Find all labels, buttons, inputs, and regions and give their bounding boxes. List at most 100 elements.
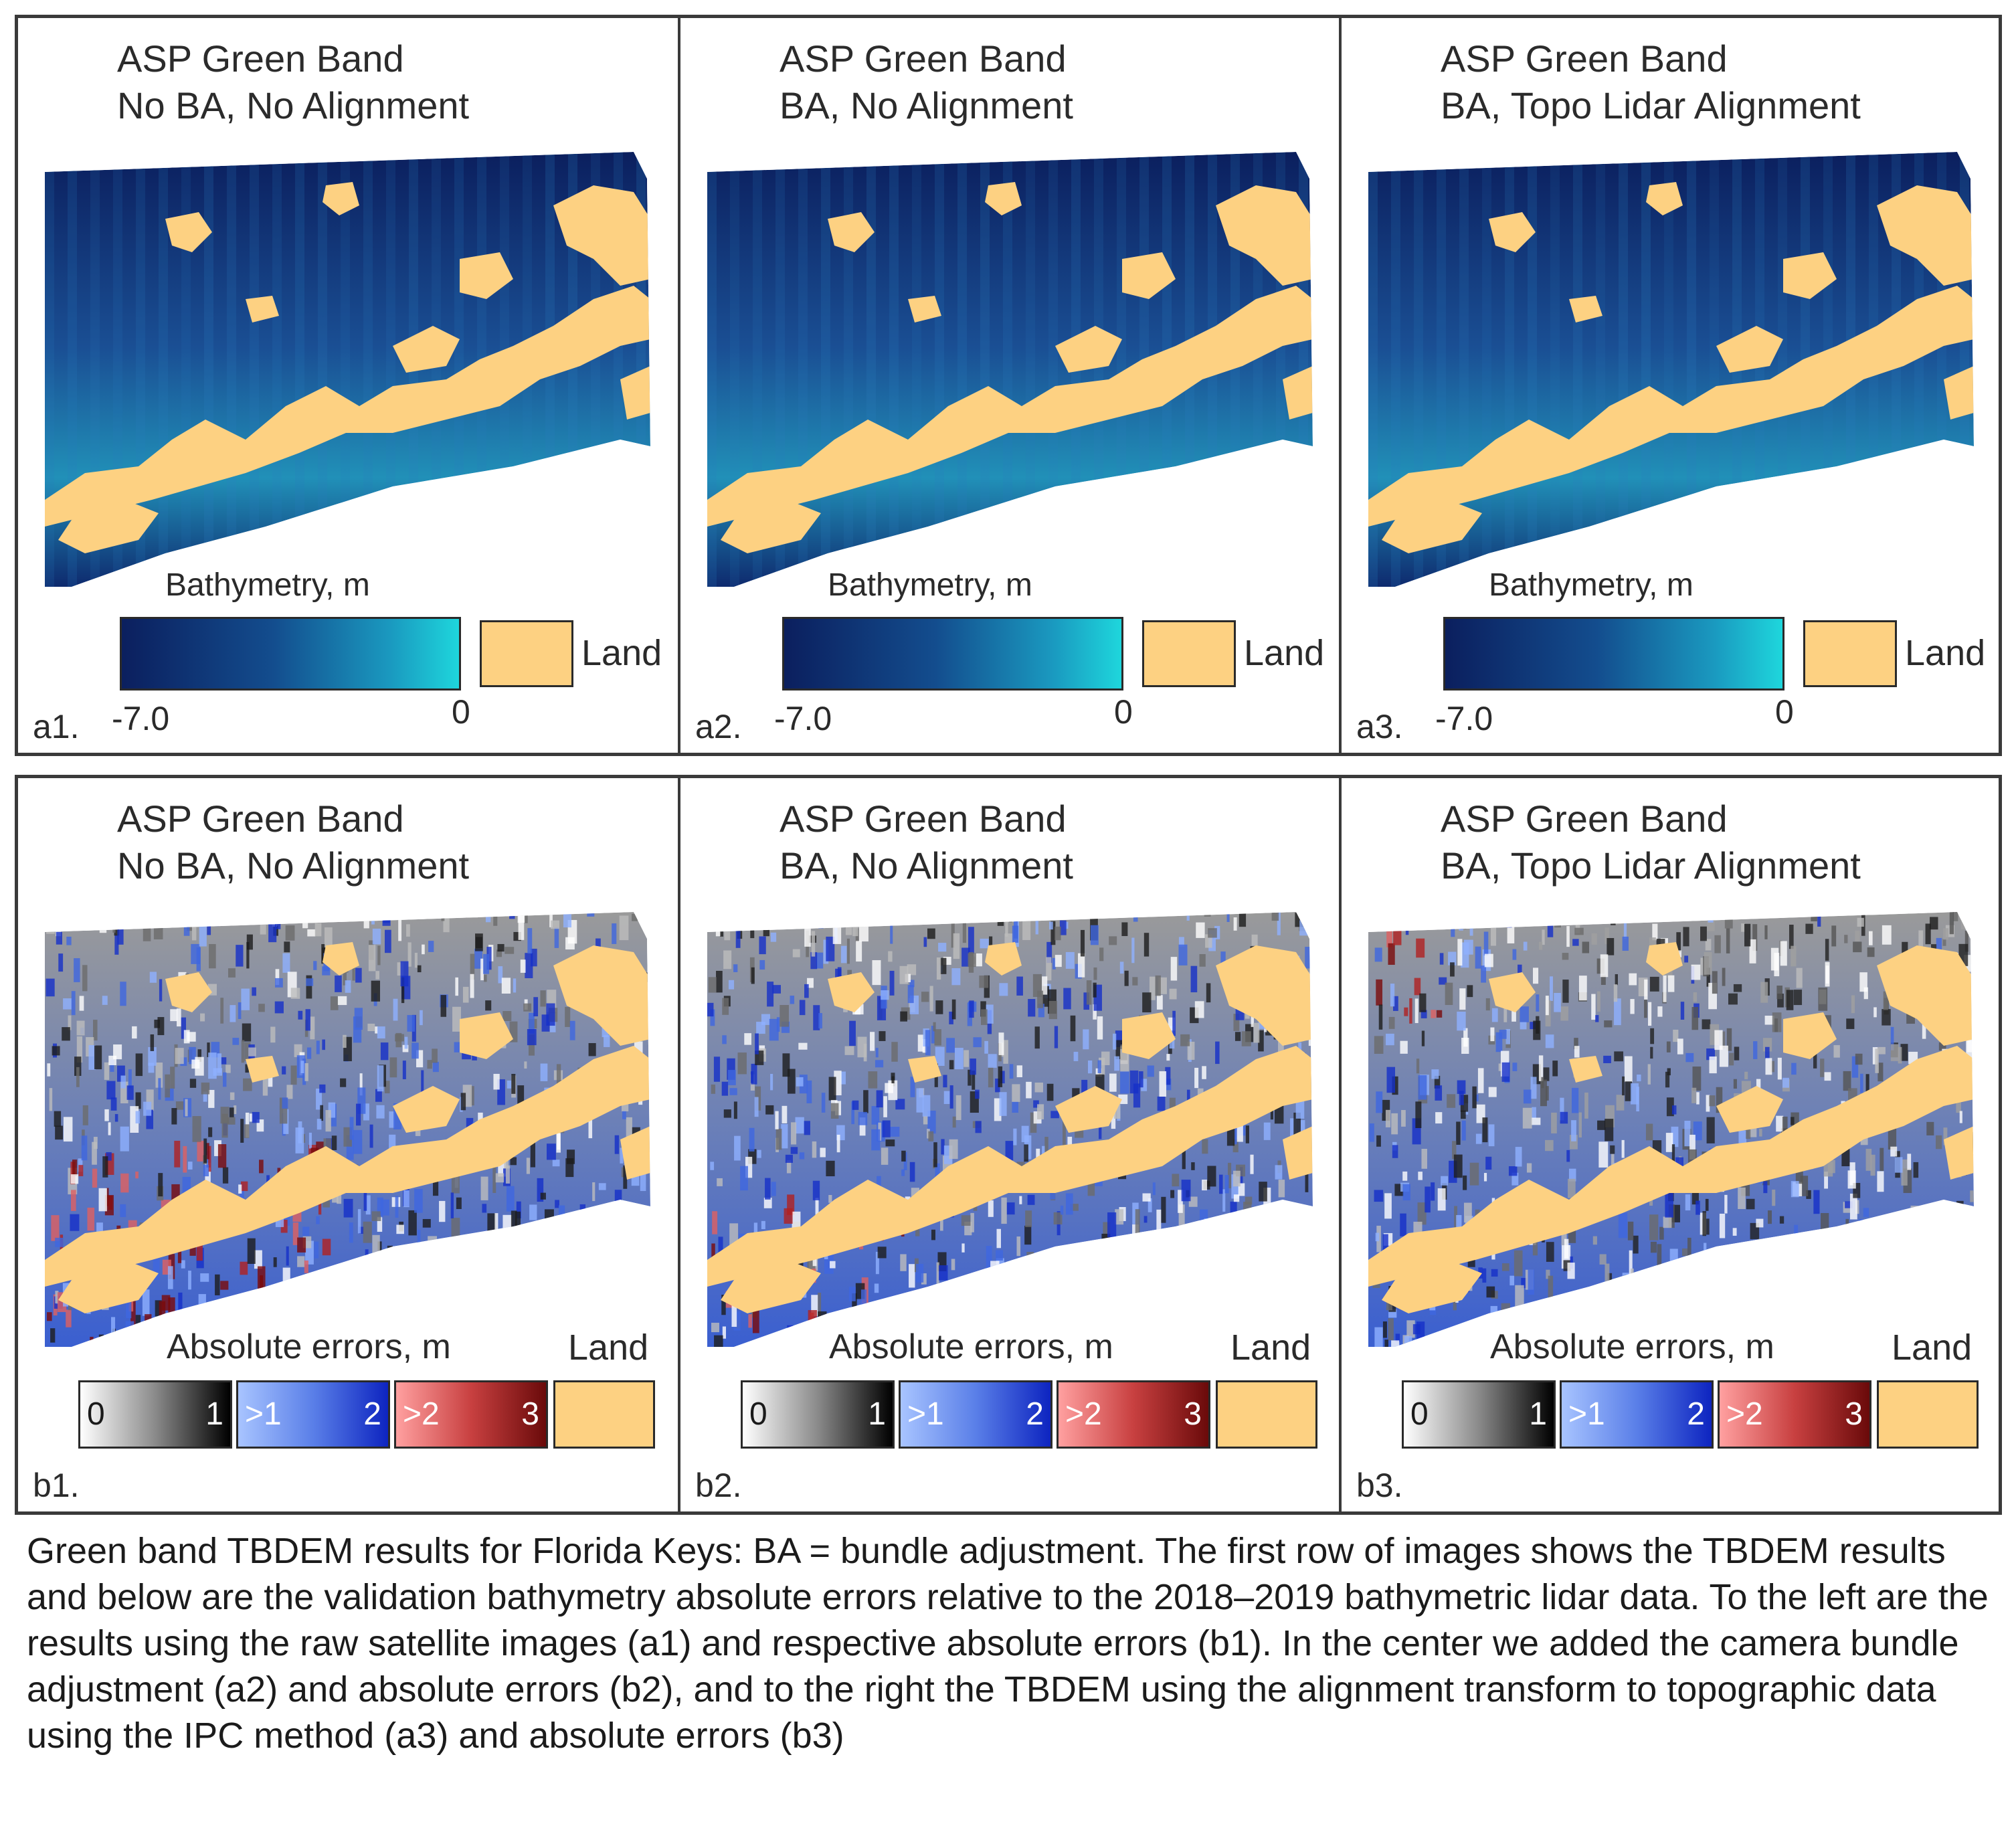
panel-label: b1. [33,1467,80,1504]
error-cell [901,1169,905,1176]
error-cell [81,1135,88,1161]
error-cell [569,1303,575,1317]
error-cell [973,1037,982,1048]
error-cell [1560,1006,1568,1021]
error-cell [614,1135,620,1154]
panel-title-line1: ASP Green Band [780,37,1067,80]
error-cell [1109,936,1117,945]
error-cell [462,1346,465,1347]
error-cell [1132,977,1138,986]
error-cell [1280,1207,1288,1220]
error-cell [1232,1139,1239,1153]
error-cell [1536,994,1540,1012]
error-cell [1079,1283,1085,1301]
error-cell [270,1026,276,1043]
error-cell [1618,1212,1628,1238]
error-cell [1269,1225,1275,1235]
error-cell [82,965,88,992]
error-cell [63,1117,73,1142]
error-cell [140,912,145,921]
error-cell [1779,1236,1784,1263]
error-cell [1070,1015,1076,1042]
error-cell [1702,1211,1707,1236]
error-cell [1118,1238,1123,1246]
land-area [620,366,650,420]
error-cell [389,1057,397,1078]
error-cell [297,1237,306,1253]
error-cell [1505,1028,1511,1044]
error-cell [365,1249,369,1265]
range-low-label: >2 [403,1396,440,1432]
error-cell [1467,985,1473,998]
error-cell [1800,1176,1809,1196]
error-cell [498,1279,502,1300]
error-cell [915,1222,920,1236]
error-cell [493,912,498,926]
error-cell [1712,971,1718,994]
error-cell [330,996,339,1010]
error-cell [1295,1098,1305,1119]
error-cell [713,1056,721,1082]
error-cell [1133,1083,1141,1108]
error-cell [208,1052,217,1079]
error-cell [718,1236,723,1253]
error-cell [1405,912,1409,935]
error-cell [1234,1125,1237,1145]
land-area [1122,1012,1176,1059]
error-cell [1763,1241,1766,1269]
water-stripe [295,152,304,587]
error-cell [154,1019,161,1028]
error-cell [923,1115,928,1125]
error-cell [400,961,409,987]
error-cell [1386,1353,1390,1354]
error-cell [1966,1236,1971,1260]
error-cell [135,1053,143,1077]
error-cell [1677,1038,1683,1054]
error-cell [524,1337,529,1347]
error-cell [482,1204,487,1213]
error-cell [1309,1287,1313,1313]
error-cell [384,1081,390,1094]
error-cell [936,957,941,980]
error-cell [1936,937,1942,957]
error-cell [1013,912,1018,939]
error-cell [54,1111,62,1127]
error-cell [316,1088,323,1110]
error-cell [1026,1081,1032,1099]
error-cell [1415,1101,1422,1128]
panel-label: b3. [1356,1467,1403,1504]
error-cell [1847,897,1855,905]
error-cell [1113,1101,1121,1119]
error-cell [1501,1263,1509,1271]
error-cell [849,1020,856,1046]
error-cell [501,978,511,994]
error-cell [1067,1136,1073,1147]
error-cell [326,1305,335,1326]
error-cell [872,960,881,986]
error-cell [988,1067,994,1088]
error-cell [76,1036,83,1063]
error-cell [566,1272,573,1298]
error-cell [282,1066,286,1075]
error-cell [460,1298,468,1311]
error-cell [1007,1265,1012,1283]
error-cell [1271,912,1279,921]
error-cell [999,983,1008,996]
panel-label: b2. [695,1467,742,1504]
error-cell [353,1129,363,1154]
error-cell [1073,1251,1079,1277]
error-cell [626,1117,632,1139]
error-cell [478,1112,483,1123]
error-cell [497,1079,505,1105]
error-cell [1135,1209,1140,1234]
error-cell [614,1190,622,1214]
error-cell [1827,890,1831,911]
error-cell [454,1042,461,1052]
error-cell [969,1000,974,1018]
error-cell [1934,1274,1942,1295]
error-cell [165,1074,171,1098]
error-cell [99,925,107,933]
error-cell [1564,1238,1569,1259]
error-cell [1605,927,1609,944]
error-cell [46,915,55,934]
